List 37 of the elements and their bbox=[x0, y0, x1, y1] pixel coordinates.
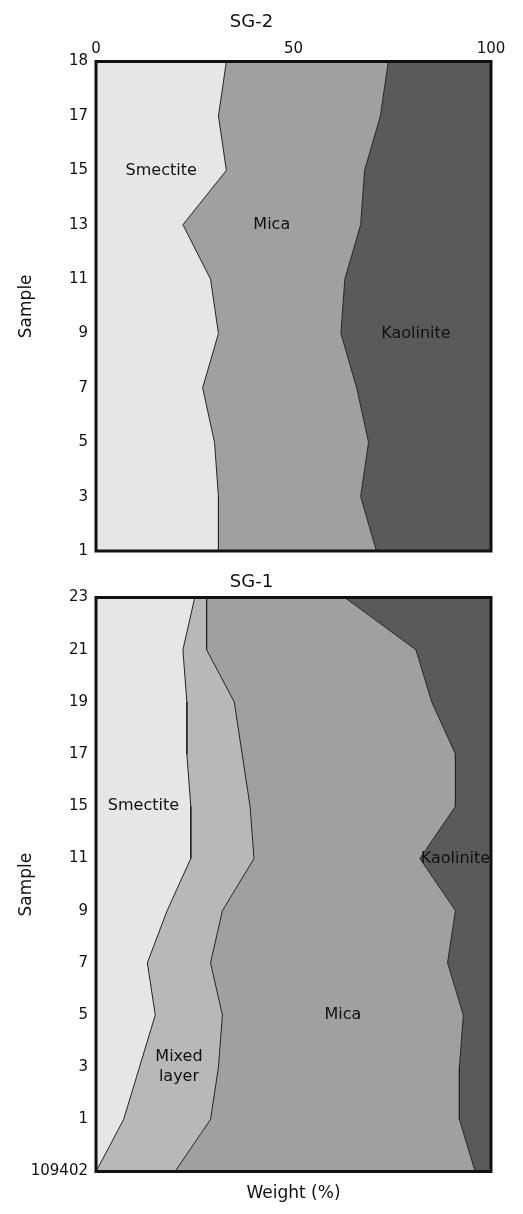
y-tick-label: 5 bbox=[78, 432, 88, 451]
chart-title: SG-2 bbox=[229, 10, 274, 32]
series-label: Kaolinite bbox=[381, 322, 451, 342]
y-tick-label: 23 bbox=[68, 587, 88, 606]
y-tick-label: 109402 bbox=[30, 1161, 88, 1180]
x-axis-title: Weight (%) bbox=[246, 1182, 341, 1203]
series-label: Kaolinite bbox=[420, 847, 491, 867]
y-tick-label: 9 bbox=[78, 900, 88, 919]
chart-title: SG-1 bbox=[229, 570, 274, 592]
y-tick-label: 7 bbox=[78, 952, 88, 971]
y-tick-label: 11 bbox=[68, 848, 88, 867]
x-tick-label: 100 bbox=[476, 39, 506, 58]
y-tick-label: 9 bbox=[78, 323, 88, 342]
y-tick-label: 18 bbox=[68, 51, 88, 70]
y-tick-label: 15 bbox=[68, 796, 88, 815]
y-tick-label: 21 bbox=[68, 639, 88, 658]
y-tick-label: 17 bbox=[68, 744, 88, 763]
y-axis-title: Sample bbox=[14, 852, 35, 917]
y-tick-label: 1 bbox=[78, 1109, 88, 1128]
y-tick-label: 13 bbox=[68, 214, 88, 233]
y-tick-label: 3 bbox=[78, 1057, 88, 1076]
series-label: Mica bbox=[324, 1004, 362, 1024]
y-tick-label: 15 bbox=[68, 160, 88, 179]
series-label: Smectite bbox=[107, 795, 180, 815]
y-axis-title: Sample bbox=[14, 274, 35, 339]
y-tick-label: 7 bbox=[78, 377, 88, 396]
series-label: Smectite bbox=[125, 159, 197, 179]
y-tick-label: 5 bbox=[78, 1004, 88, 1023]
y-tick-label: 3 bbox=[78, 486, 88, 505]
y-tick-label: 11 bbox=[68, 269, 88, 287]
y-tick-label: 17 bbox=[68, 105, 88, 124]
series-label: Mica bbox=[253, 213, 291, 233]
x-tick-label: 0 bbox=[91, 39, 101, 58]
x-tick-label: 50 bbox=[283, 39, 304, 58]
y-tick-label: 19 bbox=[68, 691, 88, 710]
series-label: Mixed layer bbox=[155, 1046, 203, 1086]
y-tick-label: 1 bbox=[78, 540, 88, 559]
